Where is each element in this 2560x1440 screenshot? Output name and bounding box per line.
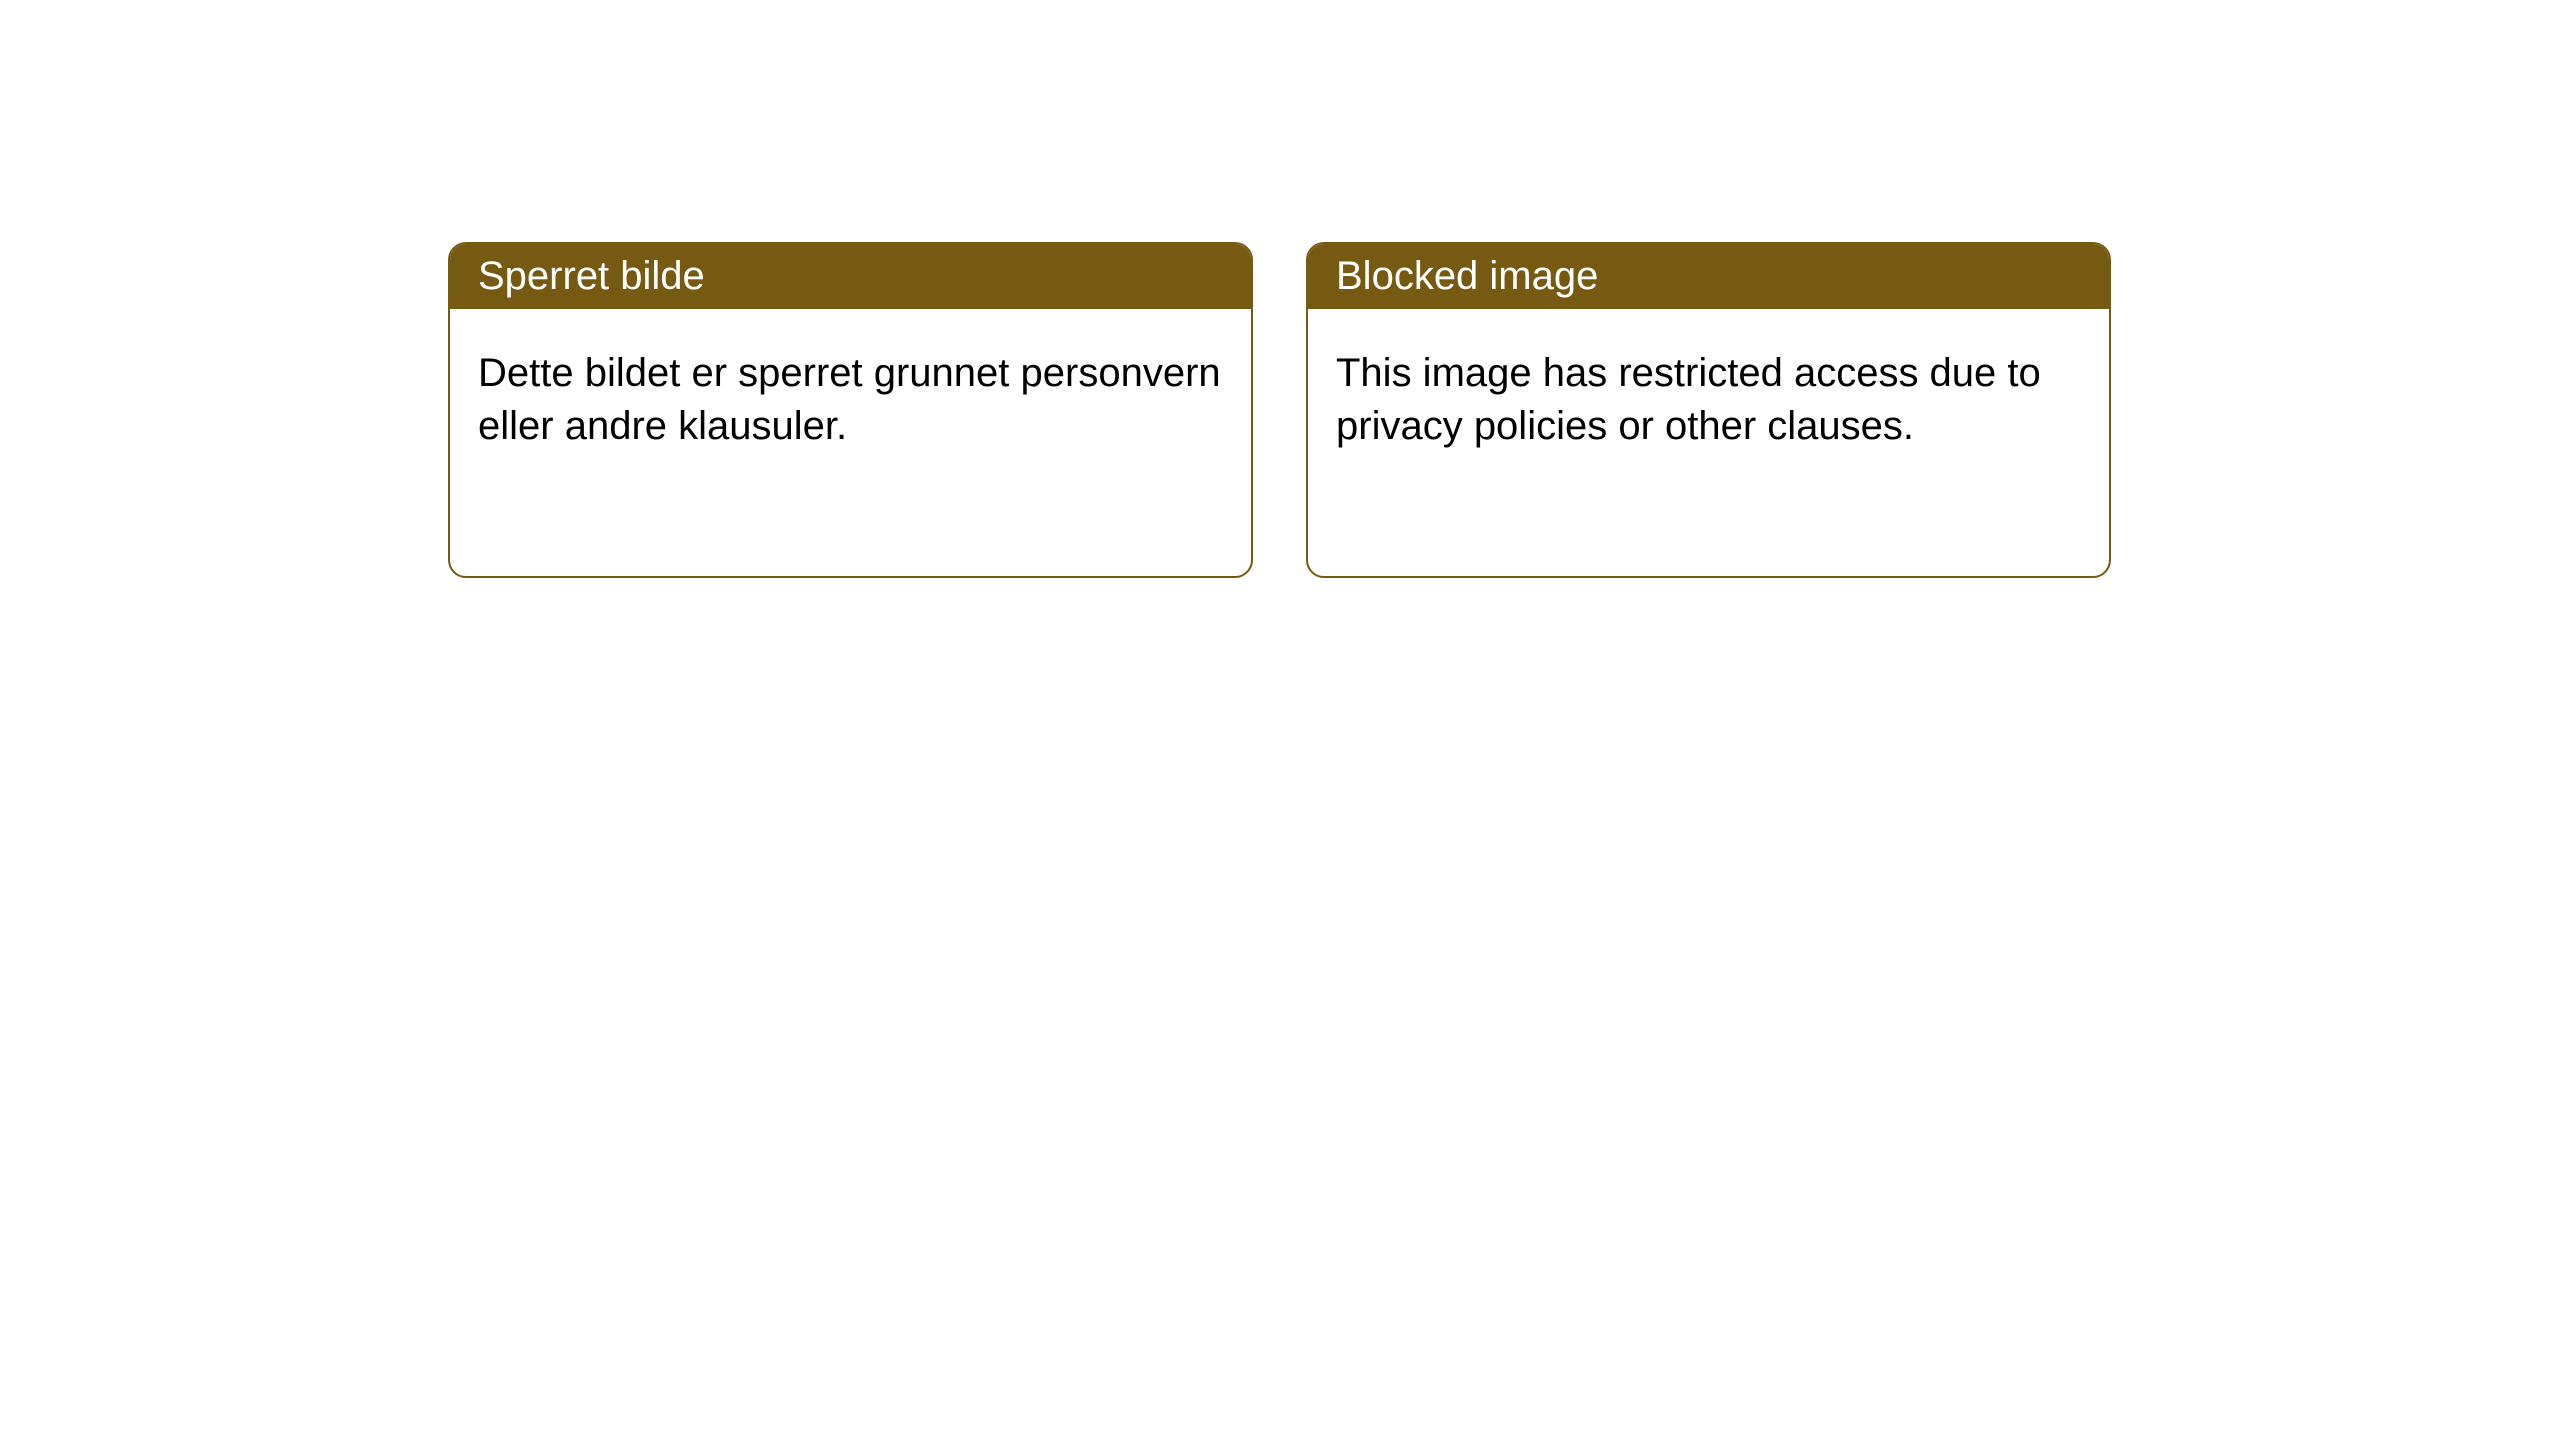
notice-cards-container: Sperret bilde Dette bildet er sperret gr… bbox=[448, 242, 2111, 578]
notice-card-header: Blocked image bbox=[1308, 244, 2109, 309]
notice-card-body: Dette bildet er sperret grunnet personve… bbox=[450, 309, 1251, 491]
notice-card-norwegian: Sperret bilde Dette bildet er sperret gr… bbox=[448, 242, 1253, 578]
notice-card-english: Blocked image This image has restricted … bbox=[1306, 242, 2111, 578]
notice-card-body: This image has restricted access due to … bbox=[1308, 309, 2109, 491]
notice-card-header: Sperret bilde bbox=[450, 244, 1251, 309]
